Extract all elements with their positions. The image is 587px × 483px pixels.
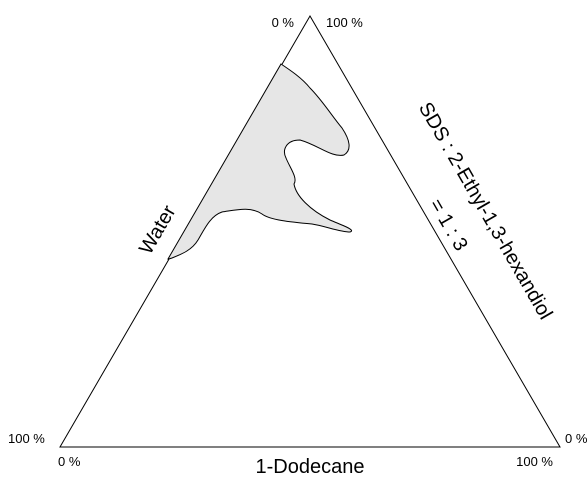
tick-bottom-left-inner: 0 % xyxy=(58,454,81,469)
phase-region xyxy=(167,63,352,260)
tick-top-right: 100 % xyxy=(326,15,363,30)
tick-top-left: 0 % xyxy=(272,15,295,30)
tick-bottom-right-inner: 100 % xyxy=(516,454,553,469)
tick-bottom-left-outer: 100 % xyxy=(8,431,45,446)
tick-bottom-right-outer: 0 % xyxy=(565,431,587,446)
axis-label-dodecane: 1-Dodecane xyxy=(256,456,365,478)
